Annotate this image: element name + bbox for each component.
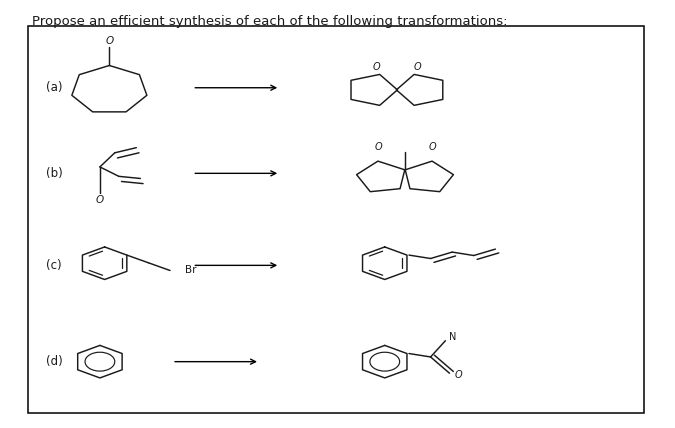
Text: O: O xyxy=(414,62,421,72)
Text: O: O xyxy=(455,370,462,380)
Text: O: O xyxy=(105,36,113,46)
Text: (b): (b) xyxy=(46,167,63,180)
Text: N: N xyxy=(449,332,456,342)
Text: O: O xyxy=(374,142,382,152)
Text: (c): (c) xyxy=(46,259,61,272)
Text: O: O xyxy=(373,62,380,72)
Text: O: O xyxy=(96,195,104,205)
Text: O: O xyxy=(428,142,436,152)
Text: Br: Br xyxy=(185,265,196,276)
Text: (a): (a) xyxy=(46,81,62,94)
Text: (d): (d) xyxy=(46,355,63,368)
Text: Propose an efficient synthesis of each of the following transformations:: Propose an efficient synthesis of each o… xyxy=(32,15,508,28)
